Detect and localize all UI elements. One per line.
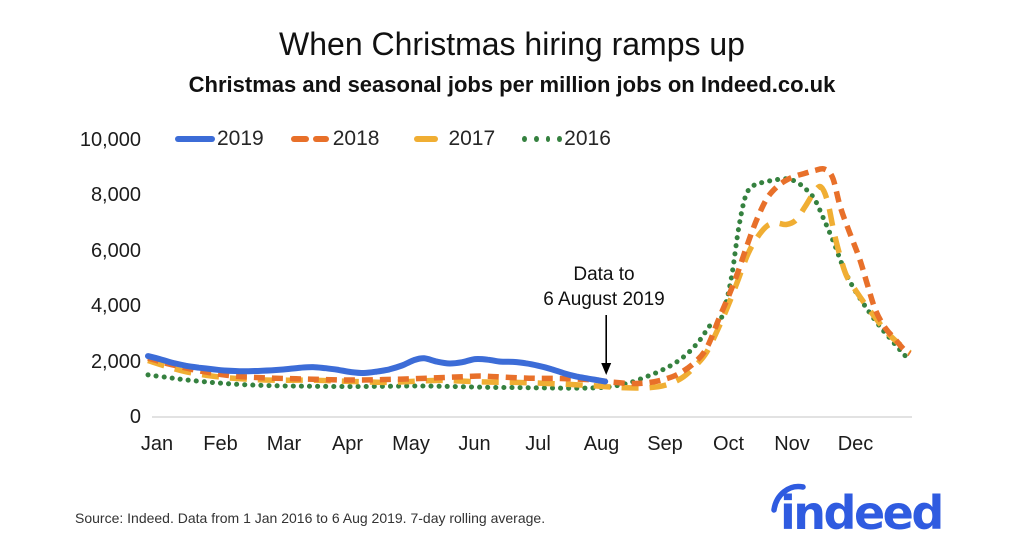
x-tick-Jul: Jul xyxy=(525,433,551,455)
indeed-logo-text: indeed xyxy=(780,486,941,540)
legend-label-2017: 2017 xyxy=(448,127,496,150)
legend: 2019 2018 2017 2016 xyxy=(175,126,611,152)
annotation-line-1: Data to xyxy=(573,264,635,285)
indeed-logo-swoosh-icon xyxy=(771,483,806,513)
x-tick-Dec: Dec xyxy=(837,433,874,455)
legend-label-2016: 2016 xyxy=(564,127,611,150)
legend-dot-swatch xyxy=(545,136,551,142)
legend-dot-swatch xyxy=(557,136,563,142)
y-tick-0: 0 xyxy=(129,406,141,428)
y-tick-10000: 10,000 xyxy=(79,129,141,151)
x-tick-Jun: Jun xyxy=(458,433,491,455)
y-tick-8000: 8,000 xyxy=(90,184,141,207)
x-tick-Nov: Nov xyxy=(774,433,810,455)
legend-dot-swatch xyxy=(533,136,539,142)
x-tick-Oct: Oct xyxy=(712,433,745,455)
legend-label-2018: 2018 xyxy=(332,127,380,150)
y-tick-4000: 4,000 xyxy=(90,295,141,318)
x-tick-Sep: Sep xyxy=(647,433,683,455)
annotation-line-2: 6 August 2019 xyxy=(543,289,665,310)
legend-dot-swatch xyxy=(522,136,527,142)
chart-title: When Christmas hiring ramps up xyxy=(279,26,745,62)
legend-long-dash-line-icon xyxy=(406,136,446,142)
legend-item-2019: 2019 xyxy=(175,127,264,151)
legend-item-2017: 2017 xyxy=(406,127,495,151)
legend-label-2019: 2019 xyxy=(217,127,264,150)
series-line-2019 xyxy=(145,353,609,385)
y-tick-6000: 6,000 xyxy=(90,239,141,262)
x-tick-Jan: Jan xyxy=(140,433,174,455)
legend-item-2016: 2016 xyxy=(522,127,611,151)
chart-subtitle: Christmas and seasonal jobs per million … xyxy=(188,72,836,97)
x-tick-Mar: Mar xyxy=(266,433,302,455)
legend-solid-swatch xyxy=(175,136,215,142)
legend-dash-swatch xyxy=(290,136,309,142)
source-note: Source: Indeed. Data from 1 Jan 2016 to … xyxy=(75,510,546,526)
legend-dash-swatch xyxy=(312,136,329,142)
y-tick-2000: 2,000 xyxy=(90,350,141,373)
x-tick-May: May xyxy=(392,433,430,455)
legend-item-2018: 2018 xyxy=(290,127,380,151)
legend-dash-swatch xyxy=(414,136,439,142)
annotation-arrowhead-icon xyxy=(601,363,612,375)
legend-solid-line-icon xyxy=(175,136,215,142)
series-line-2016 xyxy=(145,176,913,391)
data-cutoff-annotation: Data to 6 August 2019 xyxy=(504,262,704,312)
x-tick-Aug: Aug xyxy=(583,433,620,455)
x-tick-Apr: Apr xyxy=(331,433,364,455)
indeed-logo: indeed xyxy=(771,483,941,540)
x-tick-Feb: Feb xyxy=(203,433,238,455)
legend-dotted-line-icon xyxy=(522,136,563,142)
legend-dashed-line-icon xyxy=(290,136,331,142)
series-line-2018 xyxy=(147,165,912,387)
